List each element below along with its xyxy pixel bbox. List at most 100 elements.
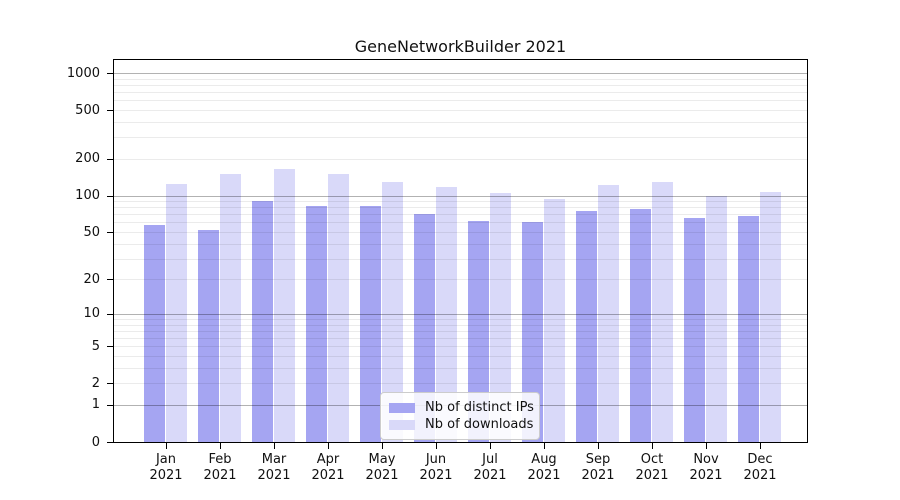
legend-item-downloads: Nb of downloads	[389, 417, 534, 432]
bar-distinct-ips-may	[359, 206, 382, 442]
y-axis-tick-10	[107, 314, 113, 315]
legend-label-distinct-ips: Nb of distinct IPs	[425, 400, 534, 415]
x-axis-label-aug: Aug 2021	[527, 452, 561, 483]
gridline-2	[114, 383, 807, 384]
bar-distinct-ips-jan	[143, 225, 166, 442]
y-axis-label-200: 200	[75, 151, 100, 166]
y-axis-label-0: 0	[91, 435, 100, 450]
x-axis-tick-jul	[490, 443, 491, 449]
x-axis-label-dec: Dec 2021	[743, 452, 777, 483]
bar-downloads-jan	[165, 184, 188, 442]
bar-downloads-dec	[759, 192, 782, 442]
gridline-30	[114, 259, 807, 260]
bar-distinct-ips-oct	[629, 209, 652, 442]
gridline-8	[114, 325, 807, 326]
gridline-500	[114, 110, 807, 111]
gridline-60	[114, 222, 807, 223]
x-axis-label-jan: Jan 2021	[149, 452, 183, 483]
legend-item-distinct-ips: Nb of distinct IPs	[389, 400, 534, 415]
grid-layer	[114, 60, 807, 442]
bar-downloads-may	[381, 181, 404, 442]
bar-distinct-ips-dec	[737, 215, 760, 442]
x-axis-tick-apr	[328, 443, 329, 449]
x-axis-tick-feb	[220, 443, 221, 449]
x-axis-label-sep: Sep 2021	[581, 452, 615, 483]
bar-downloads-oct	[651, 182, 674, 442]
gridline-400	[114, 122, 807, 123]
y-axis-label-2: 2	[91, 376, 100, 391]
y-axis-tick-500	[107, 110, 113, 111]
bar-distinct-ips-nov	[683, 218, 706, 442]
y-axis-tick-0	[107, 442, 113, 443]
gridline-5	[114, 346, 807, 347]
legend-label-downloads: Nb of downloads	[425, 417, 534, 432]
y-axis-tick-200	[107, 159, 113, 160]
bar-downloads-sep	[597, 185, 620, 442]
y-axis-label-100: 100	[75, 188, 100, 203]
bar-distinct-ips-mar	[251, 201, 274, 442]
gridline-4	[114, 356, 807, 357]
x-axis-label-apr: Apr 2021	[311, 452, 345, 483]
x-axis-tick-oct	[652, 443, 653, 449]
y-axis-label-10: 10	[83, 306, 100, 321]
gridline-9	[114, 319, 807, 320]
y-axis-label-500: 500	[75, 103, 100, 118]
x-axis-tick-sep	[598, 443, 599, 449]
bar-downloads-jun	[435, 186, 458, 442]
gridline-3	[114, 368, 807, 369]
gridline-70	[114, 214, 807, 215]
gridline-700	[114, 92, 807, 93]
bars-layer	[114, 60, 807, 442]
y-axis-label-20: 20	[83, 272, 100, 287]
bar-downloads-aug	[543, 198, 566, 442]
bar-downloads-mar	[273, 169, 296, 442]
gridline-80	[114, 207, 807, 208]
y-axis-tick-5	[107, 346, 113, 347]
gridline-10	[114, 314, 807, 315]
bar-downloads-nov	[705, 195, 728, 442]
y-axis-label-50: 50	[83, 225, 100, 240]
gridline-1000	[114, 73, 807, 74]
bar-distinct-ips-aug	[521, 222, 544, 442]
x-axis-tick-may	[382, 443, 383, 449]
x-axis-label-jul: Jul 2021	[473, 452, 507, 483]
y-axis-tick-20	[107, 279, 113, 280]
bar-distinct-ips-jun	[413, 213, 436, 442]
gridline-50	[114, 232, 807, 233]
bar-distinct-ips-apr	[305, 206, 328, 442]
y-axis-tick-1000	[107, 73, 113, 74]
y-axis-label-5: 5	[91, 339, 100, 354]
x-axis-label-nov: Nov 2021	[689, 452, 723, 483]
bar-distinct-ips-sep	[575, 211, 598, 442]
x-axis-label-jun: Jun 2021	[419, 452, 453, 483]
gridline-20	[114, 279, 807, 280]
x-axis-label-may: May 2021	[365, 452, 399, 483]
y-axis-label-1000: 1000	[66, 66, 100, 81]
plot-area: Nb of distinct IPs Nb of downloads	[113, 59, 808, 443]
x-axis-tick-jun	[436, 443, 437, 449]
y-axis-tick-2	[107, 383, 113, 384]
legend-swatch-downloads	[389, 419, 415, 430]
gridline-100	[114, 196, 807, 197]
bar-downloads-feb	[219, 174, 242, 442]
y-axis-tick-50	[107, 232, 113, 233]
bar-downloads-apr	[327, 173, 350, 442]
chart-title: GeneNetworkBuilder 2021	[354, 37, 567, 56]
x-axis-tick-nov	[706, 443, 707, 449]
gridline-600	[114, 100, 807, 101]
bar-distinct-ips-feb	[197, 229, 220, 442]
x-axis-label-feb: Feb 2021	[203, 452, 237, 483]
y-axis-tick-1	[107, 405, 113, 406]
y-axis-label-1: 1	[91, 397, 100, 412]
gridline-6	[114, 338, 807, 339]
x-axis-label-mar: Mar 2021	[257, 452, 291, 483]
x-axis-tick-aug	[544, 443, 545, 449]
gridline-900	[114, 79, 807, 80]
gridline-800	[114, 85, 807, 86]
y-axis-tick-100	[107, 196, 113, 197]
x-axis-tick-mar	[274, 443, 275, 449]
gridline-40	[114, 244, 807, 245]
bar-downloads-jul	[489, 193, 512, 442]
gridline-200	[114, 159, 807, 160]
